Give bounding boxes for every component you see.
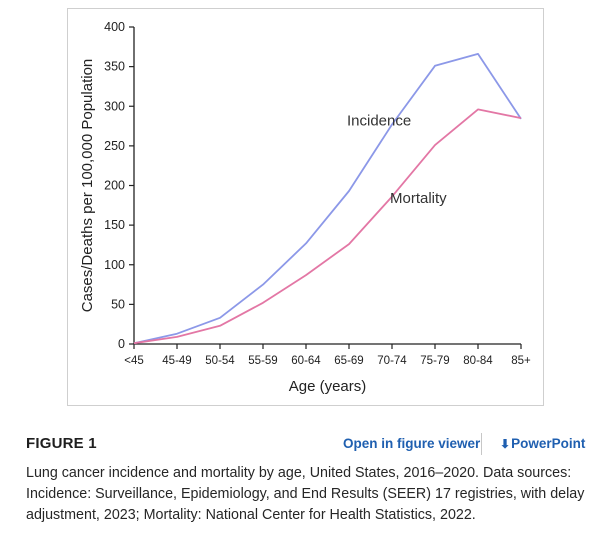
x-tick-label: 60-64 <box>291 355 321 367</box>
series-label-mortality: Mortality <box>390 190 447 207</box>
powerpoint-download-link[interactable]: ⬇PowerPoint <box>500 436 585 451</box>
x-axis-label: Age (years) <box>289 378 367 395</box>
powerpoint-link-label: PowerPoint <box>511 436 586 451</box>
x-tick-label: 80-84 <box>463 355 493 367</box>
y-axis-label: Cases/Deaths per 100,000 Population <box>79 59 96 313</box>
series-labels: Incidence Mortality <box>347 112 447 207</box>
x-tick-label: 45-49 <box>162 355 191 367</box>
x-tick-label: 65-69 <box>334 355 363 367</box>
figure-label: FIGURE 1 <box>26 435 97 452</box>
x-axis: <45 45-49 50-54 55-59 60-64 65-69 70-74 75-79 80… <box>124 343 531 367</box>
y-tick-label: 50 <box>111 297 125 311</box>
series-label-incidence: Incidence <box>347 112 411 129</box>
x-tick-label: <45 <box>124 355 144 367</box>
download-arrow-icon: ⬇ <box>500 437 511 451</box>
figure-header: FIGURE 1 Open in figure viewer ⬇PowerPoi… <box>26 433 592 455</box>
link-divider <box>481 433 482 455</box>
open-figure-viewer-link[interactable]: Open in figure viewer <box>343 436 481 451</box>
y-tick-label: 400 <box>104 20 125 34</box>
line-chart: 0 50 100 150 200 250 300 350 400 <45 45-49 50-54 55… <box>79 20 531 395</box>
x-tick-label: 55-59 <box>248 355 277 367</box>
y-tick-label: 250 <box>104 139 125 153</box>
x-tick-label: 50-54 <box>205 355 235 367</box>
y-tick-label: 150 <box>104 218 125 232</box>
figure-image: 0 50 100 150 200 250 300 350 400 <45 45-49 50-54 55… <box>67 8 544 406</box>
y-tick-label: 200 <box>104 179 125 193</box>
y-axis: 0 50 100 150 200 250 300 350 400 <box>104 20 135 351</box>
x-tick-label: 75-79 <box>420 355 449 367</box>
x-tick-label: 85+ <box>511 355 531 367</box>
y-tick-label: 0 <box>118 337 125 351</box>
y-tick-label: 300 <box>104 99 125 113</box>
y-tick-label: 100 <box>104 258 125 272</box>
y-tick-label: 350 <box>104 60 125 74</box>
series-line-incidence <box>133 53 522 345</box>
figure-caption: Lung cancer incidence and mortality by a… <box>26 465 585 523</box>
series-line-mortality <box>133 108 522 345</box>
series-lines <box>133 53 522 345</box>
x-tick-label: 70-74 <box>377 355 407 367</box>
